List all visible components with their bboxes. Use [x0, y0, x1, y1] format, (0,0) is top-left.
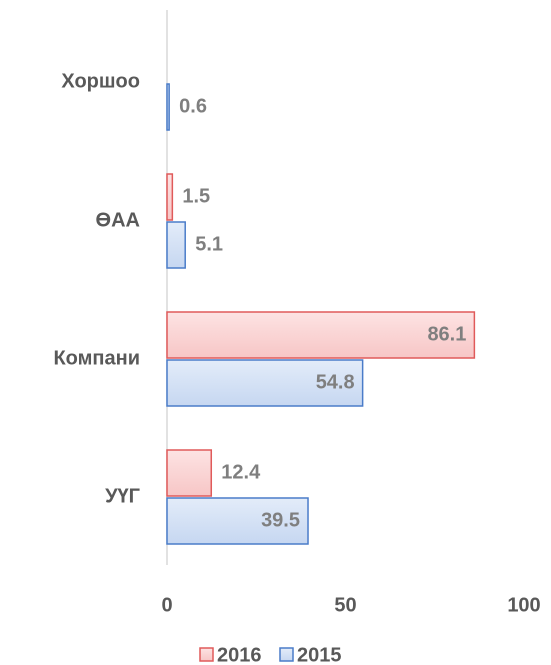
legend-swatch — [279, 647, 294, 662]
x-tick-label: 50 — [334, 594, 356, 616]
legend-swatch — [199, 647, 214, 662]
bar — [166, 311, 476, 359]
value-label: 39.5 — [261, 509, 300, 531]
value-label: 12.4 — [221, 461, 261, 483]
value-label: 1.5 — [182, 185, 210, 207]
x-tick-label: 100 — [507, 594, 540, 616]
x-tick-label: 0 — [161, 594, 172, 616]
bar — [166, 359, 364, 407]
legend-label: 2016 — [217, 644, 262, 665]
bar — [166, 83, 170, 131]
y-tick-label: Компани — [53, 347, 140, 369]
bar — [166, 449, 213, 497]
bar — [166, 497, 309, 545]
value-label: 0.6 — [179, 95, 207, 117]
value-label: 54.8 — [316, 371, 355, 393]
bar — [166, 221, 186, 269]
legend-label: 2015 — [297, 644, 342, 665]
y-tick-label: ӨАА — [96, 209, 140, 231]
value-label: 86.1 — [427, 323, 466, 345]
y-tick-label: УҮГ — [105, 485, 140, 507]
y-tick-label: Хоршоо — [61, 70, 140, 92]
value-label: 5.1 — [195, 233, 223, 255]
bar — [166, 173, 174, 221]
